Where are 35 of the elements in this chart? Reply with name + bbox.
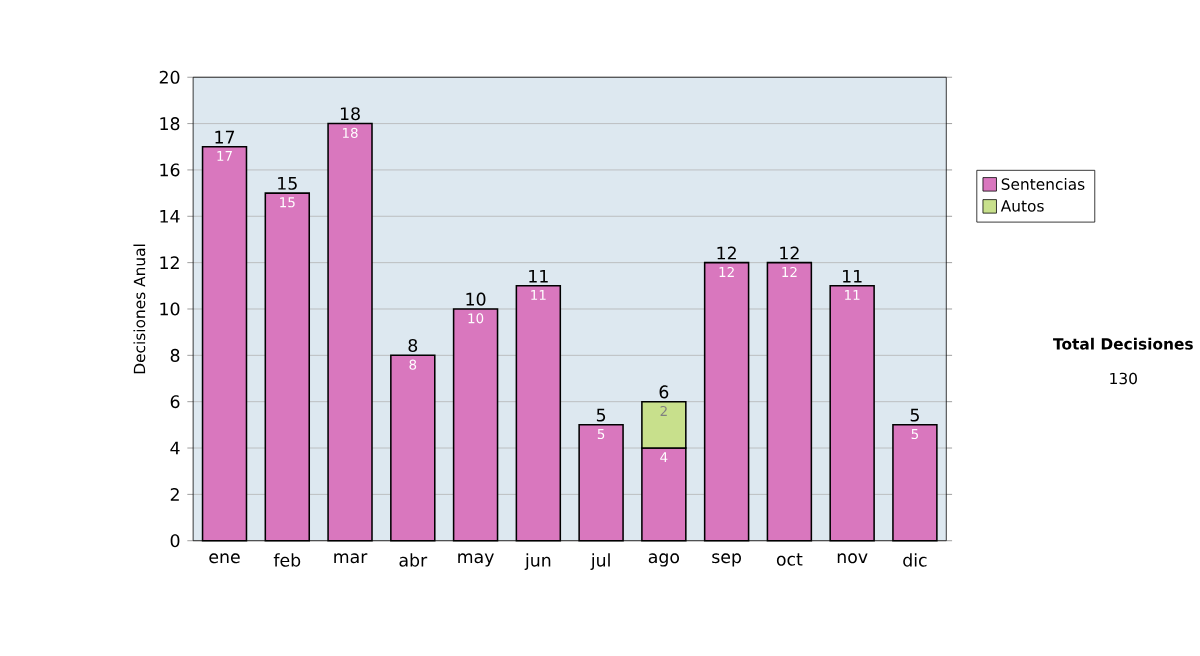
- total-label: 8: [408, 338, 418, 352]
- y-tick-label: 16: [160, 163, 180, 177]
- x-tick-label: sep: [712, 553, 742, 567]
- x-tick-label: ago: [648, 553, 680, 567]
- y-tick-label: 8: [170, 348, 180, 362]
- y-tick-label: 6: [170, 394, 180, 408]
- y-tick-label: 10: [160, 302, 180, 316]
- x-tick-label: dic: [903, 553, 927, 567]
- x-tick-label: feb: [273, 553, 301, 567]
- total-label: 18: [340, 106, 360, 121]
- y-tick-label: 0: [170, 533, 180, 547]
- y-tick-label: 18: [160, 116, 180, 130]
- total-label: 11: [529, 269, 548, 283]
- y-tick-label: 20: [159, 70, 180, 84]
- total-label: 10: [466, 292, 486, 306]
- total-label: 11: [843, 269, 862, 283]
- total-label: 15: [278, 176, 297, 190]
- y-tick-label: 2: [170, 487, 179, 501]
- x-tick-label: oct: [776, 553, 803, 566]
- x-tick-label: nov: [837, 553, 868, 563]
- y-tick-label: 14: [160, 209, 180, 223]
- x-tick-label: abr: [399, 553, 428, 567]
- x-tick-label: mar: [334, 553, 368, 563]
- total-label: 5: [596, 408, 606, 422]
- y-tick-label: 12: [160, 255, 179, 269]
- y-tick-label: 4: [170, 441, 180, 455]
- total-label: 6: [659, 385, 669, 399]
- total-label: 5: [910, 408, 919, 422]
- x-tick-label: jun: [524, 553, 551, 570]
- x-tick-label: jul: [590, 553, 610, 570]
- x-tick-label: ene: [209, 553, 240, 563]
- total-label: 12: [717, 246, 736, 260]
- x-tick-label: may: [458, 553, 494, 567]
- total-label: 12: [780, 246, 799, 260]
- total-label: 17: [215, 130, 235, 144]
